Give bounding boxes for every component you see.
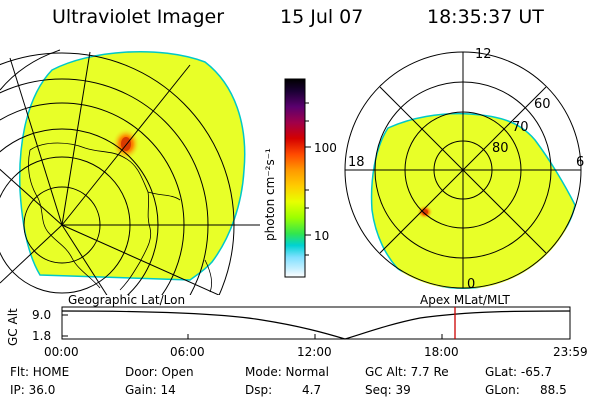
- colorbar-tick-label-100: 100: [314, 141, 337, 155]
- geographic-panel: [0, 49, 260, 295]
- meridian-8: [61, 224, 108, 295]
- time-label: 18:35:37 UT: [427, 6, 544, 28]
- coastline-2: [204, 259, 213, 293]
- mlt-label-18: 18: [348, 155, 365, 170]
- auroral-image-left: [19, 50, 246, 281]
- flight-label: Flt: HOME: [10, 365, 70, 379]
- dsp-value: 4.7: [302, 383, 322, 397]
- instrument-title: Ultraviolet Imager: [52, 6, 225, 28]
- colorbar-scale: [284, 78, 306, 278]
- frame-arc: [0, 49, 61, 91]
- altitude-plot-frame: [61, 306, 571, 340]
- dsp-label: Dsp:: [245, 383, 273, 397]
- glat-label: GLat: -65.7: [485, 365, 552, 379]
- gc-alt-label: GC Alt: 7.7 Re: [365, 365, 449, 379]
- coastline: [28, 142, 181, 291]
- mlt-label-0: 0: [467, 277, 476, 292]
- meridian-5: [61, 64, 191, 226]
- mlat-label-60: 60: [534, 97, 551, 112]
- xtick-label-1200: 12:00: [297, 345, 332, 359]
- colorbar-tick-label-10: 10: [314, 229, 330, 243]
- polar-panel: [344, 51, 582, 289]
- altitude-plot: [61, 306, 571, 340]
- door-label: Door: Open: [125, 365, 194, 379]
- xtick-label-2359: 23:59: [553, 345, 588, 359]
- mlat-label-80: 80: [492, 141, 509, 156]
- mlt-label-6: 6: [576, 155, 585, 170]
- auroral-image-right: [370, 112, 576, 289]
- meridian-3: [9, 57, 63, 226]
- altitude-curve: [61, 310, 571, 340]
- gain-label: Gain: 14: [125, 383, 176, 397]
- geographic-panel-label: Geographic Lat/Lon: [68, 293, 186, 307]
- xtick-label-0000: 00:00: [44, 345, 79, 359]
- seq-label: Seq: 39: [365, 383, 411, 397]
- meridian-7: [61, 224, 221, 295]
- meridian-2: [0, 168, 63, 226]
- colorbar-unit-label: photon cm⁻²s⁻¹: [263, 148, 277, 241]
- apex-panel-label: Apex MLat/MLT: [420, 293, 510, 307]
- altitude-ylabel: GC Alt: [6, 308, 20, 346]
- altitude-ytick-9: 9.0: [32, 308, 52, 322]
- date-label: 15 Jul 07: [280, 6, 364, 28]
- colorbar: [284, 78, 311, 278]
- ip-label: IP: 36.0: [10, 383, 56, 397]
- mlt-line-diag-2: [379, 86, 547, 254]
- mlat-label-70: 70: [512, 120, 529, 135]
- glon-value: 88.5: [540, 383, 567, 397]
- meridian-4: [61, 51, 91, 226]
- mlt-label-12: 12: [475, 47, 492, 62]
- meridian-1: [0, 224, 63, 284]
- mode-label: Mode: Normal: [245, 365, 329, 379]
- glon-label: GLon:: [485, 383, 520, 397]
- xtick-label-1800: 18:00: [424, 345, 459, 359]
- altitude-ytick-1-8: 1.8: [32, 329, 52, 343]
- emission-core-right: [422, 209, 428, 215]
- xtick-label-0600: 06:00: [170, 345, 205, 359]
